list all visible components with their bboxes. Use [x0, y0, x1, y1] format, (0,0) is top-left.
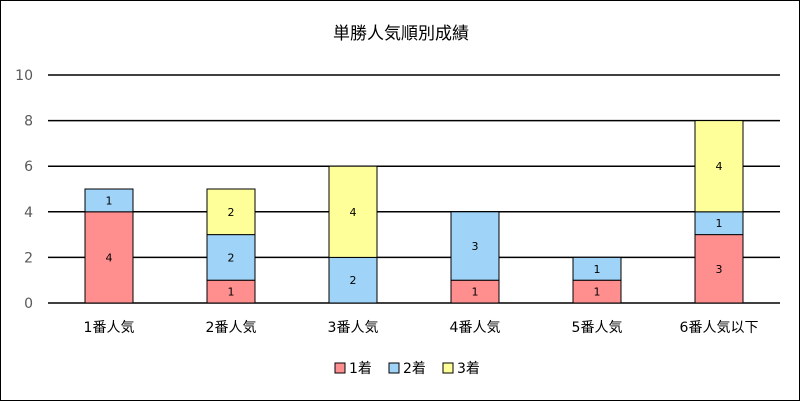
legend-swatch	[388, 362, 400, 374]
y-tick-label: 0	[24, 296, 33, 312]
data-label: 2	[228, 251, 235, 264]
x-tick-label: 6番人気以下	[680, 320, 759, 336]
legend-label: 1着	[349, 361, 372, 377]
chart-title: 単勝人気順別成績	[333, 24, 469, 44]
y-tick-label: 4	[24, 205, 33, 221]
x-tick-label: 3番人気	[328, 320, 379, 336]
y-tick-label: 8	[24, 114, 33, 130]
data-label: 2	[228, 206, 235, 219]
data-label: 1	[594, 263, 601, 276]
legend-swatch	[334, 362, 346, 374]
x-tick-label: 4番人気	[450, 320, 501, 336]
bar-segment	[84, 188, 134, 213]
gridlines	[48, 74, 780, 304]
y-tick-label: 2	[24, 250, 33, 266]
data-label: 1	[472, 286, 479, 299]
data-label: 2	[350, 274, 357, 287]
legend-label: 3着	[457, 361, 480, 377]
x-axis-labels: 1番人気 2番人気 3番人気 4番人気 5番人気 6番人気以下	[84, 320, 759, 336]
legend-label: 2着	[403, 361, 426, 377]
bar-segment	[694, 120, 744, 213]
data-label: 3	[716, 263, 723, 276]
bar-segment	[328, 165, 378, 258]
bar-segment	[572, 256, 622, 281]
data-label: 1	[228, 286, 235, 299]
bar-segment	[694, 234, 744, 304]
bar-segment	[206, 188, 256, 236]
data-label: 4	[106, 251, 113, 264]
data-label: 4	[350, 206, 357, 219]
bar-segment	[84, 211, 134, 304]
x-tick-label: 1番人気	[84, 320, 135, 336]
data-label: 3	[472, 240, 479, 253]
legend-swatch	[442, 362, 454, 374]
y-tick-label: 6	[24, 159, 33, 175]
bars: 4 1 1 2 2 2 4 1 3 1 1 3 1 4	[84, 120, 744, 304]
y-tick-label: 10	[15, 68, 33, 84]
data-label: 1	[106, 194, 113, 207]
data-label: 4	[716, 160, 723, 173]
x-tick-label: 2番人気	[206, 320, 257, 336]
bar-segment	[450, 211, 500, 281]
data-label: 1	[716, 217, 723, 230]
x-tick-label: 5番人気	[572, 320, 623, 336]
data-label: 1	[594, 286, 601, 299]
y-axis-ticks: 0 2 4 6 8 10	[15, 68, 33, 312]
bar-segment	[206, 234, 256, 281]
legend: 1着 2着 3着	[334, 361, 480, 377]
